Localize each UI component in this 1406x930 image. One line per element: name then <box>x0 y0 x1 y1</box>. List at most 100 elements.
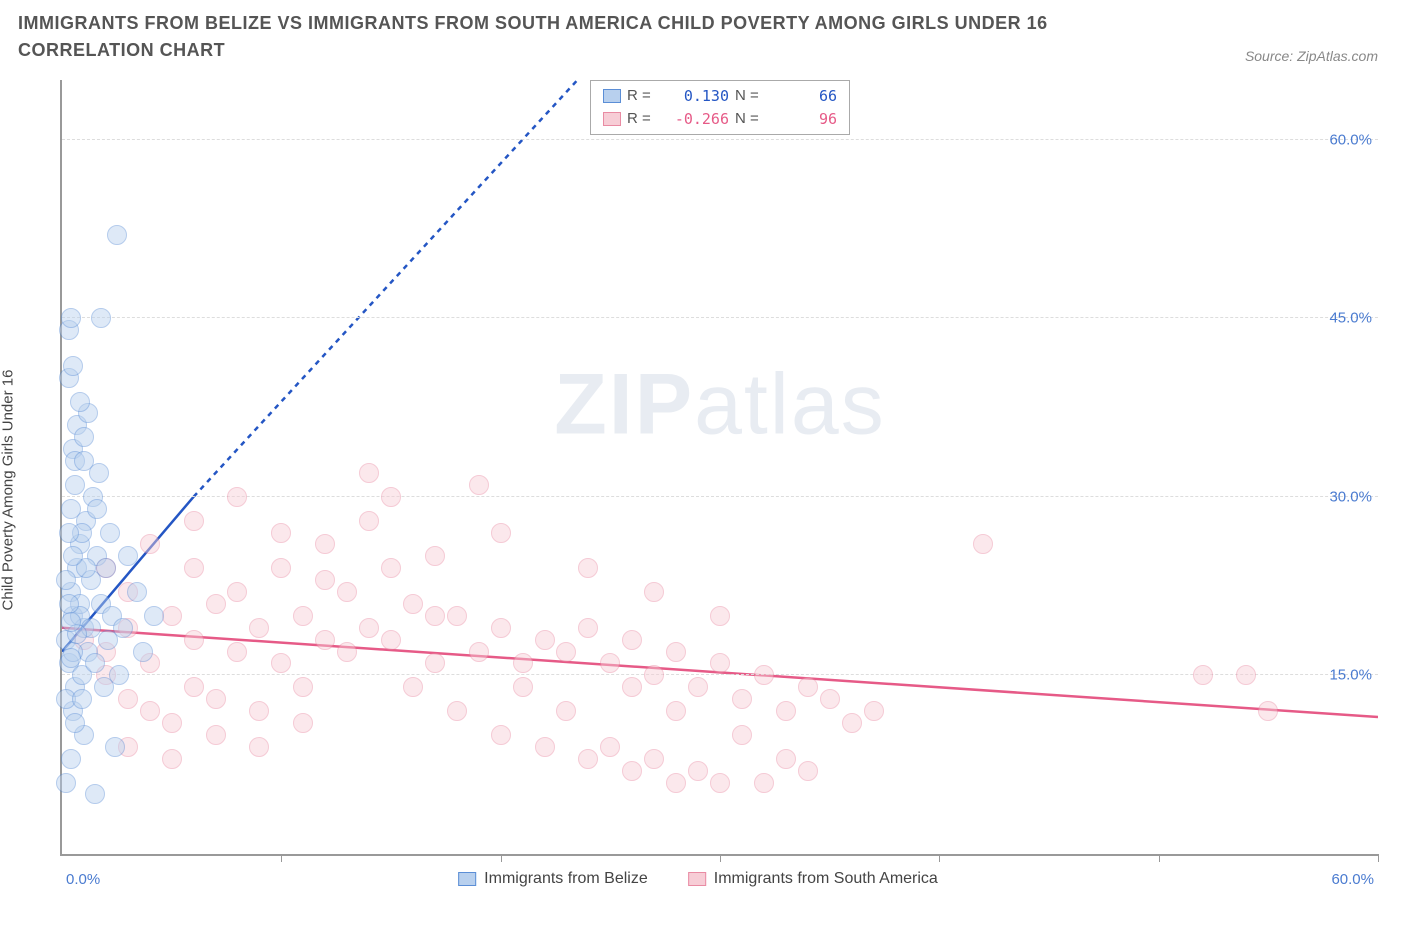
series-legend: Immigrants from Belize Immigrants from S… <box>458 870 938 888</box>
scatter-point-pink <box>337 582 357 602</box>
scatter-point-pink <box>162 606 182 626</box>
scatter-point-pink <box>600 653 620 673</box>
scatter-point-pink <box>140 701 160 721</box>
scatter-point-pink <box>754 665 774 685</box>
watermark-bold: ZIP <box>554 357 694 453</box>
scatter-point-pink <box>688 677 708 697</box>
scatter-point-pink <box>1236 665 1256 685</box>
scatter-point-pink <box>710 773 730 793</box>
x-tick <box>281 854 282 862</box>
scatter-point-pink <box>754 773 774 793</box>
scatter-point-pink <box>381 630 401 650</box>
scatter-point-blue <box>61 648 81 668</box>
scatter-point-pink <box>622 630 642 650</box>
scatter-point-blue <box>56 570 76 590</box>
scatter-point-blue <box>61 749 81 769</box>
scatter-point-pink <box>578 618 598 638</box>
scatter-point-pink <box>271 653 291 673</box>
scatter-point-pink <box>184 677 204 697</box>
legend-item: Immigrants from South America <box>688 870 938 888</box>
scatter-point-pink <box>1193 665 1213 685</box>
scatter-point-pink <box>184 558 204 578</box>
scatter-point-blue <box>85 784 105 804</box>
gridline <box>62 496 1378 497</box>
legend-item: Immigrants from Belize <box>458 870 648 888</box>
gridline <box>62 674 1378 675</box>
r-label: R = <box>627 108 661 131</box>
scatter-point-pink <box>425 606 445 626</box>
x-tick-max: 60.0% <box>1331 871 1374 888</box>
gridline <box>62 317 1378 318</box>
scatter-point-pink <box>403 594 423 614</box>
stats-legend-row: R = 0.130 N = 66 <box>603 85 837 108</box>
scatter-point-pink <box>140 534 160 554</box>
watermark-light: atlas <box>694 357 886 453</box>
scatter-point-pink <box>556 642 576 662</box>
plot-area: ZIPatlas R = 0.130 N = 66 R = -0.266 N =… <box>60 80 1378 856</box>
scatter-point-blue <box>100 523 120 543</box>
scatter-point-pink <box>491 523 511 543</box>
scatter-point-pink <box>293 606 313 626</box>
scatter-point-pink <box>556 701 576 721</box>
scatter-point-blue <box>107 225 127 245</box>
stats-legend: R = 0.130 N = 66 R = -0.266 N = 96 <box>590 80 850 135</box>
scatter-point-blue <box>105 737 125 757</box>
scatter-point-pink <box>732 689 752 709</box>
scatter-point-pink <box>359 618 379 638</box>
r-value: 0.130 <box>667 85 729 108</box>
scatter-point-pink <box>776 749 796 769</box>
scatter-point-pink <box>666 773 686 793</box>
scatter-point-pink <box>162 749 182 769</box>
scatter-point-pink <box>271 523 291 543</box>
scatter-point-pink <box>535 630 555 650</box>
scatter-point-blue <box>74 427 94 447</box>
scatter-point-blue <box>63 546 83 566</box>
y-tick-label: 45.0% <box>1329 310 1372 327</box>
x-tick <box>1378 854 1379 862</box>
scatter-point-blue <box>70 392 90 412</box>
legend-swatch-pink <box>603 112 621 126</box>
scatter-point-pink <box>688 761 708 781</box>
scatter-point-pink <box>578 749 598 769</box>
scatter-point-pink <box>206 689 226 709</box>
scatter-point-pink <box>578 558 598 578</box>
scatter-point-blue <box>85 653 105 673</box>
y-tick-label: 15.0% <box>1329 667 1372 684</box>
scatter-point-pink <box>666 701 686 721</box>
y-tick-label: 30.0% <box>1329 488 1372 505</box>
r-value: -0.266 <box>667 108 729 131</box>
scatter-point-pink <box>1258 701 1278 721</box>
scatter-point-pink <box>227 487 247 507</box>
scatter-point-pink <box>315 534 335 554</box>
scatter-point-blue <box>133 642 153 662</box>
x-tick <box>501 854 502 862</box>
n-label: N = <box>735 85 769 108</box>
scatter-point-pink <box>622 761 642 781</box>
scatter-point-blue <box>91 308 111 328</box>
scatter-point-pink <box>293 713 313 733</box>
scatter-point-pink <box>249 701 269 721</box>
stats-legend-row: R = -0.266 N = 96 <box>603 108 837 131</box>
scatter-point-pink <box>425 546 445 566</box>
scatter-point-pink <box>644 665 664 685</box>
legend-label: Immigrants from South America <box>714 870 938 888</box>
scatter-point-pink <box>184 511 204 531</box>
scatter-point-pink <box>513 653 533 673</box>
x-tick <box>939 854 940 862</box>
scatter-point-blue <box>109 665 129 685</box>
scatter-point-blue <box>144 606 164 626</box>
n-value: 66 <box>775 85 837 108</box>
scatter-point-pink <box>206 594 226 614</box>
x-tick <box>1159 854 1160 862</box>
scatter-point-pink <box>249 737 269 757</box>
scatter-point-pink <box>315 630 335 650</box>
scatter-point-pink <box>798 761 818 781</box>
scatter-point-pink <box>469 475 489 495</box>
scatter-point-pink <box>359 463 379 483</box>
source-attribution: Source: ZipAtlas.com <box>1245 48 1378 64</box>
scatter-point-pink <box>184 630 204 650</box>
scatter-point-pink <box>381 558 401 578</box>
scatter-point-pink <box>447 701 467 721</box>
scatter-point-blue <box>98 630 118 650</box>
scatter-point-pink <box>864 701 884 721</box>
